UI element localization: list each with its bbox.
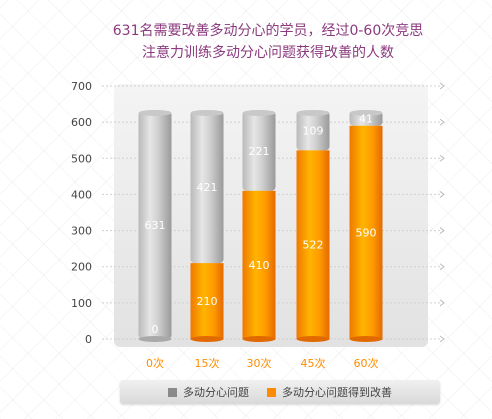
- x-tick-label: 60次: [354, 356, 379, 370]
- legend-label-series-2: 多动分心问题得到改善: [282, 386, 392, 399]
- bar-cap: [349, 109, 383, 116]
- data-label-improved: 410: [249, 259, 270, 272]
- y-tick-label: 0: [85, 333, 92, 346]
- gridline-arrow: [439, 335, 445, 343]
- y-tick-label: 200: [71, 261, 92, 274]
- gridline-arrow: [439, 299, 445, 307]
- y-tick-label: 600: [71, 116, 92, 129]
- data-label-remaining: 109: [303, 125, 324, 138]
- data-label-remaining: 421: [197, 181, 218, 194]
- bar-cap: [242, 109, 276, 116]
- x-tick-label: 15次: [195, 356, 220, 370]
- bar-remaining: [296, 110, 330, 151]
- legend-item-series-2: 多动分心问题得到改善: [267, 384, 392, 400]
- bar-base: [138, 336, 172, 342]
- x-tick-label: 30次: [247, 356, 272, 370]
- bar-remaining: [242, 110, 276, 191]
- legend-swatch-gray: [168, 387, 177, 397]
- bar-remaining: [190, 110, 224, 264]
- chart-title-line-2: 注意力训练多动分心问题获得改善的人数: [142, 45, 394, 61]
- legend-item-series-1: 多动分心问题: [168, 384, 249, 400]
- bar-base: [242, 336, 276, 342]
- bar-remaining: [138, 110, 172, 339]
- gridline-arrow: [439, 263, 445, 271]
- bar-cap: [138, 109, 172, 116]
- bar-base: [349, 336, 383, 342]
- y-tick-label: 100: [71, 297, 92, 310]
- legend-label-series-1: 多动分心问题: [183, 386, 249, 399]
- bar-improved: [190, 263, 224, 339]
- legend: 多动分心问题 多动分心问题得到改善: [120, 380, 440, 404]
- gridline-arrow: [439, 227, 445, 234]
- data-label-improved: 210: [197, 295, 218, 308]
- bar-improved: [349, 125, 383, 339]
- bar-improved: [296, 150, 330, 339]
- gridline-arrow: [439, 82, 445, 90]
- gridline-arrow: [439, 191, 445, 198]
- gridline-arrow: [439, 118, 445, 126]
- y-tick-label: 500: [71, 152, 92, 165]
- bar-base: [296, 336, 330, 342]
- y-tick-label: 300: [71, 225, 92, 238]
- data-label-improved: 0: [152, 323, 159, 336]
- bar-base: [190, 336, 224, 342]
- bar-cap: [190, 109, 224, 116]
- chart-title-line-1: 631名需要改善多动分心的学员，经过0-60次竞思: [112, 23, 424, 39]
- x-tick-label: 45次: [301, 356, 326, 370]
- y-tick-label: 400: [71, 188, 92, 201]
- y-tick-label: 700: [71, 80, 92, 93]
- x-tick-label: 0次: [146, 356, 164, 370]
- bar-improved: [242, 190, 276, 339]
- gridline-arrow: [439, 154, 445, 162]
- data-label-remaining: 221: [249, 145, 270, 158]
- data-label-remaining: 41: [359, 112, 373, 125]
- data-label-improved: 590: [356, 226, 377, 239]
- chart-title: 631名需要改善多动分心的学员，经过0-60次竞思 注意力训练多动分心问题获得改…: [108, 20, 428, 64]
- data-label-remaining: 631: [145, 219, 166, 232]
- data-label-improved: 522: [303, 239, 324, 252]
- bar-cap: [296, 109, 330, 116]
- legend-swatch-orange: [267, 387, 276, 397]
